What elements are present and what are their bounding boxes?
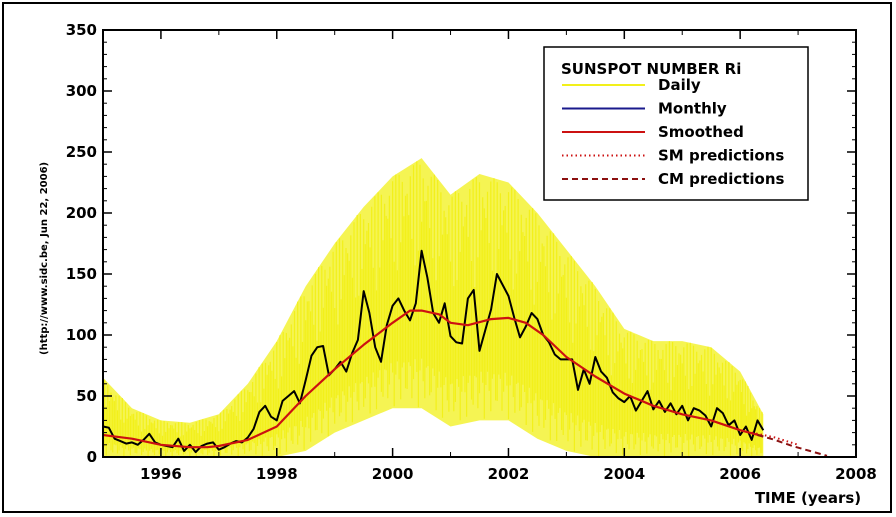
y-tick-label: 50 [76,387,97,405]
legend-sm-predictions-label: SM predictions [658,147,784,165]
plot-border [102,29,857,458]
legend-cm-predictions-label: CM predictions [658,170,785,188]
legend-monthly-label: Monthly [658,100,727,118]
x-tick-label: 1998 [256,465,298,483]
y-tick-label: 250 [66,143,97,161]
x-tick-label: 2000 [372,465,414,483]
y-tick-label: 350 [66,21,97,39]
y-tick-label: 0 [87,448,97,466]
legend-box [543,46,809,201]
cm-predictions-line [757,434,828,456]
legend-title: SUNSPOT NUMBER Ri [561,60,741,78]
x-tick-label: 2004 [603,465,645,483]
smoothed-series-line [104,309,764,449]
x-tick-label: 2008 [835,465,877,483]
x-axis: 1996 1998 2000 2002 2004 2006 2008 [102,30,877,483]
x-axis-label: TIME (years) [755,489,861,507]
legend-smoothed-label: Smoothed [658,123,744,141]
x-tick-label: 2006 [719,465,761,483]
legend-daily-label: Daily [658,76,701,94]
legend: SUNSPOT NUMBER Ri Daily Monthly Smoothed SM… [543,46,809,201]
y-axis: 0 50 100 150 200 250 300 350 [66,21,856,466]
x-tick-label: 1996 [140,465,182,483]
y-tick-label: 200 [66,204,97,222]
y-tick-label: 300 [66,82,97,100]
source-note: (http://www.sidc.be, Jun 22, 2006) [39,162,50,355]
y-tick-label: 150 [66,265,97,283]
sm-predictions-line [751,431,799,446]
y-tick-label: 100 [66,326,97,344]
x-tick-label: 2002 [488,465,530,483]
